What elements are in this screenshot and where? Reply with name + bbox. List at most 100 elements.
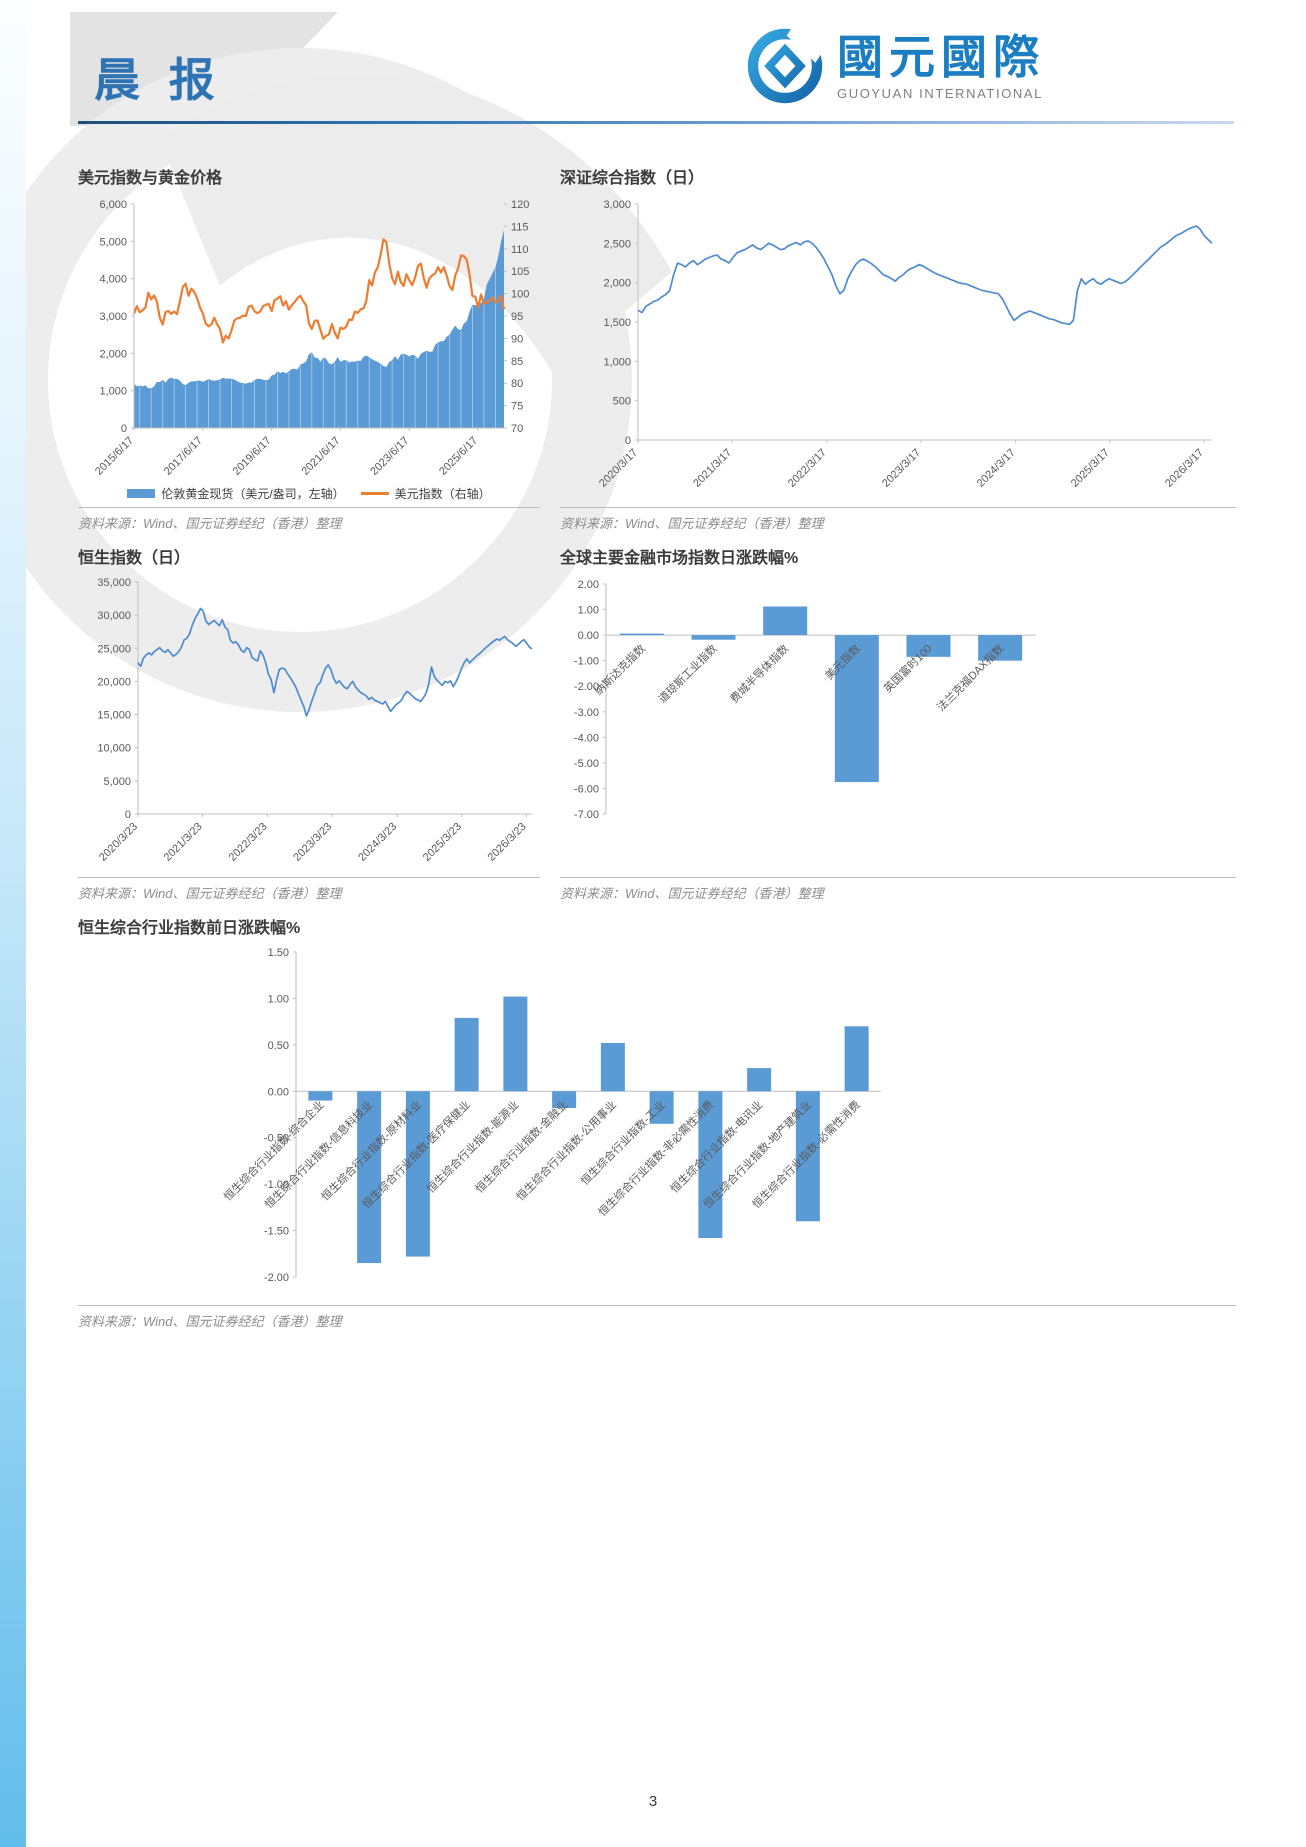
svg-text:3,000: 3,000 [99, 311, 127, 323]
svg-text:2025/3/17: 2025/3/17 [1069, 447, 1112, 490]
legend-item-gold: 伦敦黄金现货（美元/盎司，左轴） [127, 485, 345, 502]
svg-text:115: 115 [511, 221, 529, 233]
svg-text:105: 105 [511, 266, 529, 278]
svg-text:2022/3/23: 2022/3/23 [227, 821, 270, 864]
svg-text:80: 80 [511, 378, 523, 390]
svg-text:15,000: 15,000 [97, 710, 131, 722]
svg-text:-3.00: -3.00 [574, 707, 599, 719]
svg-text:1.00: 1.00 [268, 993, 289, 1005]
svg-text:2.00: 2.00 [578, 579, 599, 591]
svg-text:75: 75 [511, 401, 523, 413]
svg-text:纳斯达克指数: 纳斯达克指数 [591, 641, 648, 698]
page-title: 晨 报 [94, 54, 223, 106]
svg-text:120: 120 [511, 199, 529, 211]
chart-card-global-markets: 全球主要金融市场指数日涨跌幅% 2.00 1.00 0.00 -1.00 -2.00 -3… [560, 548, 1236, 902]
source-note: 资料来源：Wind、国元证券经纪（香港）整理 [78, 877, 540, 902]
legend-label-gold: 伦敦黄金现货（美元/盎司，左轴） [161, 486, 345, 501]
chart-title-hsci-industries: 恒生综合行业指数前日涨跌幅% [78, 920, 301, 937]
svg-text:90: 90 [511, 333, 523, 345]
svg-text:2025/3/23: 2025/3/23 [421, 821, 464, 864]
svg-text:25,000: 25,000 [97, 643, 131, 655]
svg-text:5,000: 5,000 [103, 776, 131, 788]
svg-text:2024/3/17: 2024/3/17 [975, 447, 1018, 490]
svg-text:2021/3/23: 2021/3/23 [162, 821, 205, 864]
legend-item-usd: 美元指数（右轴） [360, 485, 491, 502]
chart-card-hsi: 恒生指数（日） 35,000 30,000 25,000 20,000 15,000 10… [78, 548, 540, 902]
svg-text:2026/3/17: 2026/3/17 [1163, 447, 1206, 490]
svg-text:1,000: 1,000 [99, 386, 127, 398]
svg-text:2022/3/17: 2022/3/17 [786, 447, 829, 490]
chart-title-szse: 深证综合指数（日） [560, 170, 705, 187]
svg-text:2015/6/17: 2015/6/17 [93, 435, 136, 478]
charts-row-2: 恒生指数（日） 35,000 30,000 25,000 20,000 15,000 10… [78, 548, 1236, 902]
chart-card-hsci-industries: 恒生综合行业指数前日涨跌幅% 1.50 1.00 0.50 0.00 -0.50 -1.0… [78, 918, 1236, 1330]
svg-text:2023/3/17: 2023/3/17 [880, 447, 923, 490]
gold-series-swatch [127, 488, 156, 498]
svg-text:110: 110 [511, 244, 529, 256]
svg-text:10,000: 10,000 [97, 743, 131, 755]
brand-name-cn: 國元國際 [837, 31, 1045, 84]
svg-text:-5.00: -5.00 [574, 758, 599, 770]
svg-text:-1.00: -1.00 [574, 656, 599, 668]
header: 晨 报 國元國際 GUOYUAN INTERNATIONAL [78, 26, 1236, 130]
source-note: 资料来源：Wind、国元证券经纪（香港）整理 [560, 507, 1236, 532]
svg-text:2026/3/23: 2026/3/23 [486, 821, 529, 864]
charts-row-1: 美元指数与黄金价格 6,000 5,000 4,000 3,000 2,000 1,000… [78, 168, 1236, 532]
svg-text:2,000: 2,000 [603, 278, 631, 290]
svg-text:恒生综合行业指数-公用事业: 恒生综合行业指数-公用事业 [513, 1098, 619, 1204]
source-note: 资料来源：Wind、国元证券经纪（香港）整理 [78, 507, 540, 532]
svg-text:5,000: 5,000 [99, 236, 127, 248]
svg-text:100: 100 [511, 289, 529, 301]
svg-text:2023/3/23: 2023/3/23 [291, 821, 334, 864]
source-note: 资料来源：Wind、国元证券经纪（香港）整理 [78, 1305, 1236, 1330]
svg-text:0: 0 [121, 423, 127, 435]
svg-text:0.50: 0.50 [268, 1040, 289, 1052]
svg-text:道琼斯工业指数: 道琼斯工业指数 [655, 641, 719, 705]
svg-text:0: 0 [125, 809, 131, 821]
svg-text:2,000: 2,000 [99, 348, 127, 360]
svg-text:2020/3/17: 2020/3/17 [597, 447, 640, 490]
svg-text:-1.00: -1.00 [264, 1179, 289, 1191]
chart-card-gold-usd: 美元指数与黄金价格 6,000 5,000 4,000 3,000 2,000 1,000… [78, 168, 540, 532]
gold-usd-legend: 伦敦黄金现货（美元/盎司，左轴） 美元指数（右轴） [78, 482, 540, 504]
svg-text:20,000: 20,000 [97, 676, 131, 688]
brand-name-en: GUOYUAN INTERNATIONAL [837, 85, 1043, 101]
svg-text:2020/3/23: 2020/3/23 [97, 821, 140, 864]
left-gradient-strip [0, 0, 26, 1847]
svg-text:95: 95 [511, 311, 523, 323]
source-note: 资料来源：Wind、国元证券经纪（香港）整理 [560, 877, 1236, 902]
brand-logo-icon [747, 26, 825, 104]
svg-text:0.00: 0.00 [268, 1086, 289, 1098]
svg-text:30,000: 30,000 [97, 610, 131, 622]
svg-text:-6.00: -6.00 [574, 783, 599, 795]
svg-text:1,500: 1,500 [603, 317, 631, 329]
svg-text:85: 85 [511, 356, 523, 368]
svg-text:2,500: 2,500 [603, 238, 631, 250]
svg-text:0.00: 0.00 [578, 630, 599, 642]
header-rule [78, 121, 1234, 124]
charts-row-3: 恒生综合行业指数前日涨跌幅% 1.50 1.00 0.50 0.00 -0.50 -1.0… [78, 918, 1236, 1330]
usd-index-swatch [360, 491, 389, 495]
svg-text:1,000: 1,000 [603, 356, 631, 368]
svg-text:恒生综合行业指数-能源业: 恒生综合行业指数-能源业 [423, 1098, 521, 1196]
svg-text:-2.00: -2.00 [264, 1272, 289, 1284]
svg-text:0: 0 [625, 435, 631, 447]
svg-text:恒生综合行业指数-金融业: 恒生综合行业指数-金融业 [472, 1098, 570, 1196]
svg-text:2017/6/17: 2017/6/17 [162, 435, 205, 478]
svg-text:70: 70 [511, 423, 523, 435]
chart-title-global-markets: 全球主要金融市场指数日涨跌幅% [560, 550, 799, 567]
svg-text:恒生综合行业指数-工业: 恒生综合行业指数-工业 [577, 1098, 667, 1188]
svg-text:2024/3/23: 2024/3/23 [356, 821, 399, 864]
svg-text:2023/6/17: 2023/6/17 [368, 435, 411, 478]
svg-text:500: 500 [613, 396, 631, 408]
svg-text:4,000: 4,000 [99, 274, 127, 286]
chart-card-szse: 深证综合指数（日） 3,000 2,500 2,000 1,500 1,000 500 0 2… [560, 168, 1236, 532]
svg-text:-0.50: -0.50 [264, 1133, 289, 1145]
svg-text:2025/6/17: 2025/6/17 [437, 435, 480, 478]
brand: 國元國際 GUOYUAN INTERNATIONAL [745, 26, 1045, 106]
svg-text:费城半导体指数: 费城半导体指数 [727, 641, 791, 705]
svg-text:2021/3/17: 2021/3/17 [691, 447, 734, 490]
svg-text:-7.00: -7.00 [574, 809, 599, 821]
hsci-industries-chart: 1.50 1.00 0.50 0.00 -0.50 -1.00 -1.50 -2.00 恒生综合… [221, 947, 881, 1284]
